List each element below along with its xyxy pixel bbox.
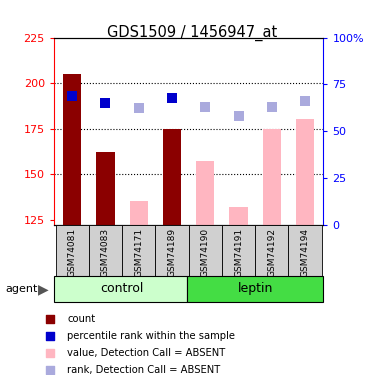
Point: [236, 113, 242, 119]
Text: GSM74192: GSM74192: [267, 228, 276, 276]
Bar: [96, 152, 115, 225]
Bar: [187, 276, 323, 302]
Bar: [63, 74, 81, 225]
Text: percentile rank within the sample: percentile rank within the sample: [67, 331, 235, 341]
Point: [136, 105, 142, 111]
Point: [47, 316, 54, 322]
Point: [69, 93, 75, 99]
Point: [47, 366, 54, 372]
Bar: [130, 201, 148, 225]
Point: [202, 104, 208, 110]
Text: count: count: [67, 314, 95, 324]
Bar: [89, 225, 122, 276]
Bar: [296, 119, 314, 225]
Text: control: control: [100, 282, 144, 295]
Text: GSM74083: GSM74083: [101, 228, 110, 277]
Point: [47, 350, 54, 356]
Bar: [196, 161, 214, 225]
Bar: [189, 225, 222, 276]
Point: [169, 94, 175, 100]
Text: rank, Detection Call = ABSENT: rank, Detection Call = ABSENT: [67, 364, 221, 375]
Text: ▶: ▶: [38, 282, 49, 297]
Bar: [229, 207, 248, 225]
Bar: [222, 225, 255, 276]
Text: GSM74171: GSM74171: [134, 228, 143, 277]
Bar: [163, 129, 181, 225]
Text: GSM74194: GSM74194: [301, 228, 310, 276]
Bar: [288, 225, 322, 276]
Text: GSM74190: GSM74190: [201, 228, 210, 277]
Text: GSM74191: GSM74191: [234, 228, 243, 277]
Bar: [156, 225, 189, 276]
Point: [302, 98, 308, 104]
Text: agent: agent: [6, 285, 38, 294]
Bar: [122, 225, 156, 276]
Text: value, Detection Call = ABSENT: value, Detection Call = ABSENT: [67, 348, 226, 358]
Text: leptin: leptin: [238, 282, 273, 295]
Bar: [54, 276, 187, 302]
Text: GSM74081: GSM74081: [68, 228, 77, 277]
Text: GSM74189: GSM74189: [167, 228, 176, 277]
Bar: [55, 225, 89, 276]
Bar: [263, 129, 281, 225]
Text: GDS1509 / 1456947_at: GDS1509 / 1456947_at: [107, 24, 278, 40]
Point: [47, 333, 54, 339]
Point: [102, 100, 109, 106]
Bar: [255, 225, 288, 276]
Point: [269, 104, 275, 110]
